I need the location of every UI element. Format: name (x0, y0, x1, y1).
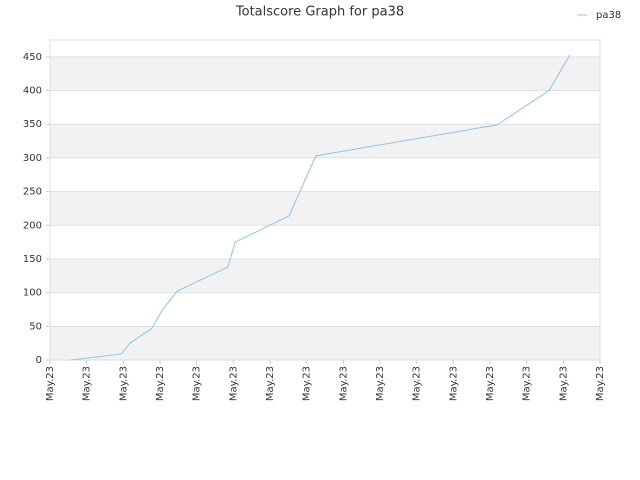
y-tick-label: 300 (23, 153, 42, 164)
x-tick-label: May.23 (595, 366, 606, 401)
x-tick-label: May.23 (118, 366, 129, 401)
x-tick-label: May.23 (375, 366, 386, 401)
y-tick-label: 100 (23, 288, 42, 299)
x-tick-label: May.23 (558, 366, 569, 401)
x-tick-label: May.23 (82, 366, 93, 401)
x-tick-label: May.23 (302, 366, 313, 401)
y-tick-label: 0 (36, 355, 42, 366)
series-line (70, 54, 571, 361)
x-tick-label: May.23 (485, 366, 496, 401)
y-tick-label: 350 (23, 119, 42, 130)
grid-band (50, 258, 600, 293)
y-tick-label: 250 (23, 187, 42, 198)
x-tick-label: May.23 (448, 366, 459, 401)
x-tick-label: May.23 (265, 366, 276, 401)
x-tick-label: May.23 (522, 366, 533, 401)
chart-title: Totalscore Graph for pa38 (235, 5, 404, 20)
plot-border (49, 39, 601, 361)
y-tick-label: 450 (23, 52, 42, 63)
legend-label: pa38 (596, 10, 621, 21)
x-tick-label: May.23 (338, 366, 349, 401)
y-tick-label: 50 (29, 321, 42, 332)
x-tick-label: May.23 (45, 366, 56, 401)
y-tick-label: 400 (23, 86, 42, 97)
x-tick-label: May.23 (155, 366, 166, 401)
x-tick-label: May.23 (192, 366, 203, 401)
grid-band (50, 191, 600, 226)
x-tick-label: May.23 (412, 366, 423, 401)
grid-band (50, 326, 600, 360)
x-tick-label: May.23 (228, 366, 239, 401)
y-tick-label: 200 (23, 220, 42, 231)
y-tick-label: 150 (23, 254, 42, 265)
grid-band (50, 56, 600, 91)
grid-band (50, 124, 600, 158)
